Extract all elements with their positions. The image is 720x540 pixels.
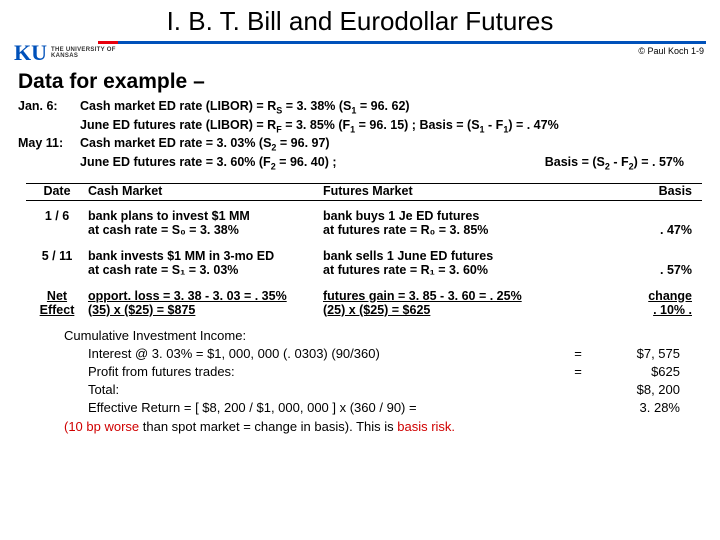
ex-date-2: May 11: bbox=[18, 135, 80, 154]
summary-footnote: (10 bp worse than spot market = change i… bbox=[64, 418, 680, 436]
t: June ED futures rate = 3. 60% (F bbox=[80, 155, 271, 169]
ku-letters: KU bbox=[14, 40, 47, 66]
logo-row: KU THE UNIVERSITY OF KANSAS © Paul Koch … bbox=[0, 44, 720, 64]
table-row: 1 / 6 bank plans to invest $1 MM at cash… bbox=[26, 201, 702, 241]
copyright: © Paul Koch 1-9 bbox=[638, 46, 704, 56]
t: ) = . 57% bbox=[634, 155, 684, 169]
table-row: 5 / 11 bank invests $1 MM in 3-mo ED at … bbox=[26, 241, 702, 281]
td-fut: bank buys 1 Je ED futures at futures rat… bbox=[323, 209, 558, 237]
example-block: Jan. 6: Cash market ED rate (LIBOR) = RS… bbox=[18, 98, 702, 173]
td-cash: bank plans to invest $1 MM at cash rate … bbox=[88, 209, 323, 237]
td-cash: bank invests $1 MM in 3-mo ED at cash ra… bbox=[88, 249, 323, 277]
calc-line: Profit from futures trades: bbox=[64, 363, 566, 381]
red-text: (10 bp worse bbox=[64, 419, 139, 434]
th-cash: Cash Market bbox=[88, 184, 323, 198]
th-fut: Futures Market bbox=[323, 184, 558, 198]
ku-text: THE UNIVERSITY OF KANSAS bbox=[51, 47, 116, 59]
td-basis: change . 10% . bbox=[558, 289, 702, 317]
t: = 96. 97) bbox=[276, 136, 329, 150]
t: = 3. 85% (F bbox=[282, 118, 350, 132]
td-basis: . 57% bbox=[558, 249, 702, 277]
td-date: 5 / 11 bbox=[26, 249, 88, 277]
calc-val: $7, 575 bbox=[590, 345, 680, 363]
summary-block: Cumulative Investment Income: Interest @… bbox=[64, 327, 680, 436]
td-date: Net Effect bbox=[26, 289, 88, 317]
t: = 3. 38% (S bbox=[282, 99, 351, 113]
t: = 96. 40) ; bbox=[276, 155, 337, 169]
td-cash: opport. loss = 3. 38 - 3. 03 = . 35% (35… bbox=[88, 289, 323, 317]
red-text: basis risk. bbox=[397, 419, 455, 434]
ex-line-1: Cash market ED rate (LIBOR) = RS = 3. 38… bbox=[80, 98, 702, 117]
t: June ED futures rate (LIBOR) = R bbox=[80, 118, 276, 132]
calc-val: 3. 28% bbox=[590, 399, 680, 417]
t: = 96. 15) ; Basis = (S bbox=[355, 118, 479, 132]
summary-title: Cumulative Investment Income: bbox=[64, 327, 680, 345]
th-basis: Basis bbox=[558, 184, 702, 198]
t: = 96. 62) bbox=[356, 99, 409, 113]
ex-line-2: June ED futures rate (LIBOR) = RF = 3. 8… bbox=[80, 117, 702, 136]
ex-date-1: Jan. 6: bbox=[18, 98, 80, 117]
ex-line-3: Cash market ED rate = 3. 03% (S2 = 96. 9… bbox=[80, 135, 702, 154]
th-date: Date bbox=[26, 184, 88, 198]
td-fut: futures gain = 3. 85 - 3. 60 = . 25% (25… bbox=[323, 289, 558, 317]
table-row-net: Net Effect opport. loss = 3. 38 - 3. 03 … bbox=[26, 281, 702, 321]
calc-val: $8, 200 bbox=[590, 381, 680, 399]
td-date: 1 / 6 bbox=[26, 209, 88, 237]
calc-line: Interest @ 3. 03% = $1, 000, 000 (. 0303… bbox=[64, 345, 566, 363]
calc-line: Effective Return = [ $8, 200 / $1, 000, … bbox=[64, 399, 566, 417]
section-heading: Data for example – bbox=[18, 70, 720, 94]
ku-logo: KU THE UNIVERSITY OF KANSAS bbox=[14, 40, 116, 66]
t: Cash market ED rate (LIBOR) = R bbox=[80, 99, 276, 113]
eq: = bbox=[566, 363, 590, 381]
t: - F bbox=[485, 118, 504, 132]
eq: = bbox=[566, 345, 590, 363]
t: - F bbox=[610, 155, 629, 169]
calc-val: $625 bbox=[590, 363, 680, 381]
data-table: Date Cash Market Futures Market Basis 1 … bbox=[26, 183, 702, 321]
slide-title: I. B. T. Bill and Eurodollar Futures bbox=[0, 0, 720, 41]
td-fut: bank sells 1 June ED futures at futures … bbox=[323, 249, 558, 277]
td-basis: . 47% bbox=[558, 209, 702, 237]
t: ) = . 47% bbox=[508, 118, 558, 132]
ex-line-4: June ED futures rate = 3. 60% (F2 = 96. … bbox=[80, 154, 702, 173]
table-header: Date Cash Market Futures Market Basis bbox=[26, 184, 702, 201]
calc-line: Total: bbox=[64, 381, 566, 399]
t: Cash market ED rate = 3. 03% (S bbox=[80, 136, 271, 150]
t: Basis = (S bbox=[545, 155, 605, 169]
t: than spot market = change in basis). Thi… bbox=[139, 419, 397, 434]
